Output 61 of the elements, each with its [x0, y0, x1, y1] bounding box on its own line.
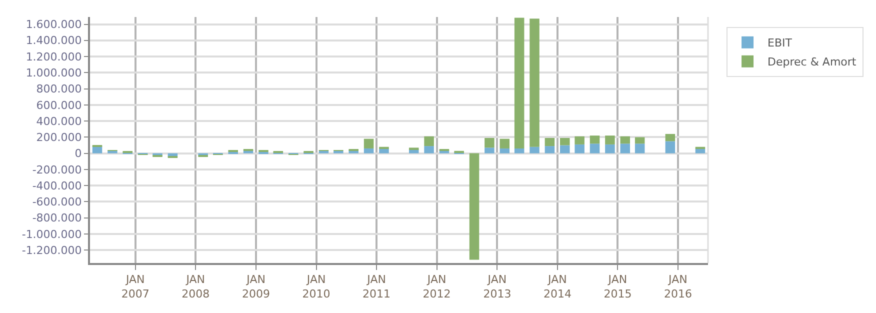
- bar: [514, 18, 524, 148]
- y-tick-label: 1.400.000: [26, 34, 82, 48]
- bar: [634, 144, 645, 154]
- x-tick-label: JAN 2011: [362, 273, 391, 300]
- bar: [500, 148, 510, 154]
- bar: [590, 136, 600, 144]
- bar: [634, 137, 645, 144]
- bar: [544, 138, 555, 146]
- bar: [500, 138, 510, 148]
- bar: [560, 138, 570, 146]
- y-tick-label: -1.000.000: [22, 228, 82, 241]
- bar: [574, 144, 584, 154]
- x-tick-label: JAN 2009: [242, 273, 270, 300]
- bar: [620, 136, 630, 144]
- legend-label: Deprec & Amort: [768, 56, 857, 69]
- bar: [364, 148, 374, 154]
- y-tick-label: 1.600.000: [26, 18, 82, 32]
- bar: [514, 148, 524, 154]
- bar: [665, 134, 676, 142]
- bar: [605, 144, 615, 154]
- y-tick-label: 0: [74, 147, 82, 160]
- y-tick-label: -400.000: [32, 179, 82, 192]
- x-tick-label: JAN 2012: [422, 273, 451, 300]
- bar: [364, 138, 374, 148]
- bar: [108, 150, 118, 154]
- x-tick-label: JAN 2008: [182, 273, 210, 300]
- bar: [530, 18, 540, 147]
- x-tick-label: JAN 2013: [483, 273, 512, 300]
- x-tick-label: JAN 2014: [543, 273, 572, 300]
- y-tick-label: 1.000.000: [26, 66, 82, 80]
- y-tick-label: 800.000: [36, 82, 82, 96]
- bar: [544, 146, 555, 154]
- bar: [560, 145, 570, 154]
- bar: [424, 136, 434, 146]
- bar: [620, 144, 630, 154]
- x-tick-label: JAN 2007: [121, 273, 150, 300]
- y-tick-label: -200.000: [32, 163, 82, 176]
- y-tick-label: -800.000: [32, 212, 82, 225]
- y-tick-label: 400.000: [36, 114, 82, 128]
- bar: [590, 144, 600, 154]
- bar: [334, 150, 344, 154]
- bar: [530, 146, 540, 154]
- bar: [318, 150, 329, 154]
- y-tick-label: 200.000: [36, 131, 82, 144]
- y-tick-label: 1.200.000: [26, 50, 82, 64]
- bar: [574, 136, 584, 144]
- y-tick-label: -1.200.000: [22, 244, 82, 257]
- x-tick-label: JAN 2010: [302, 273, 330, 300]
- bar: [484, 148, 494, 154]
- bar: [484, 138, 494, 148]
- bar: [379, 148, 389, 154]
- bar: [605, 136, 615, 144]
- bar: [469, 153, 480, 260]
- y-tick-label: 600.000: [36, 98, 82, 112]
- x-tick-label: JAN 2015: [604, 273, 632, 300]
- x-tick-label: JAN 2016: [664, 273, 692, 300]
- bar: [424, 146, 434, 154]
- bar: [665, 141, 676, 154]
- y-tick-label: -600.000: [32, 196, 82, 209]
- legend-label: EBIT: [768, 36, 792, 50]
- bar: [695, 148, 706, 154]
